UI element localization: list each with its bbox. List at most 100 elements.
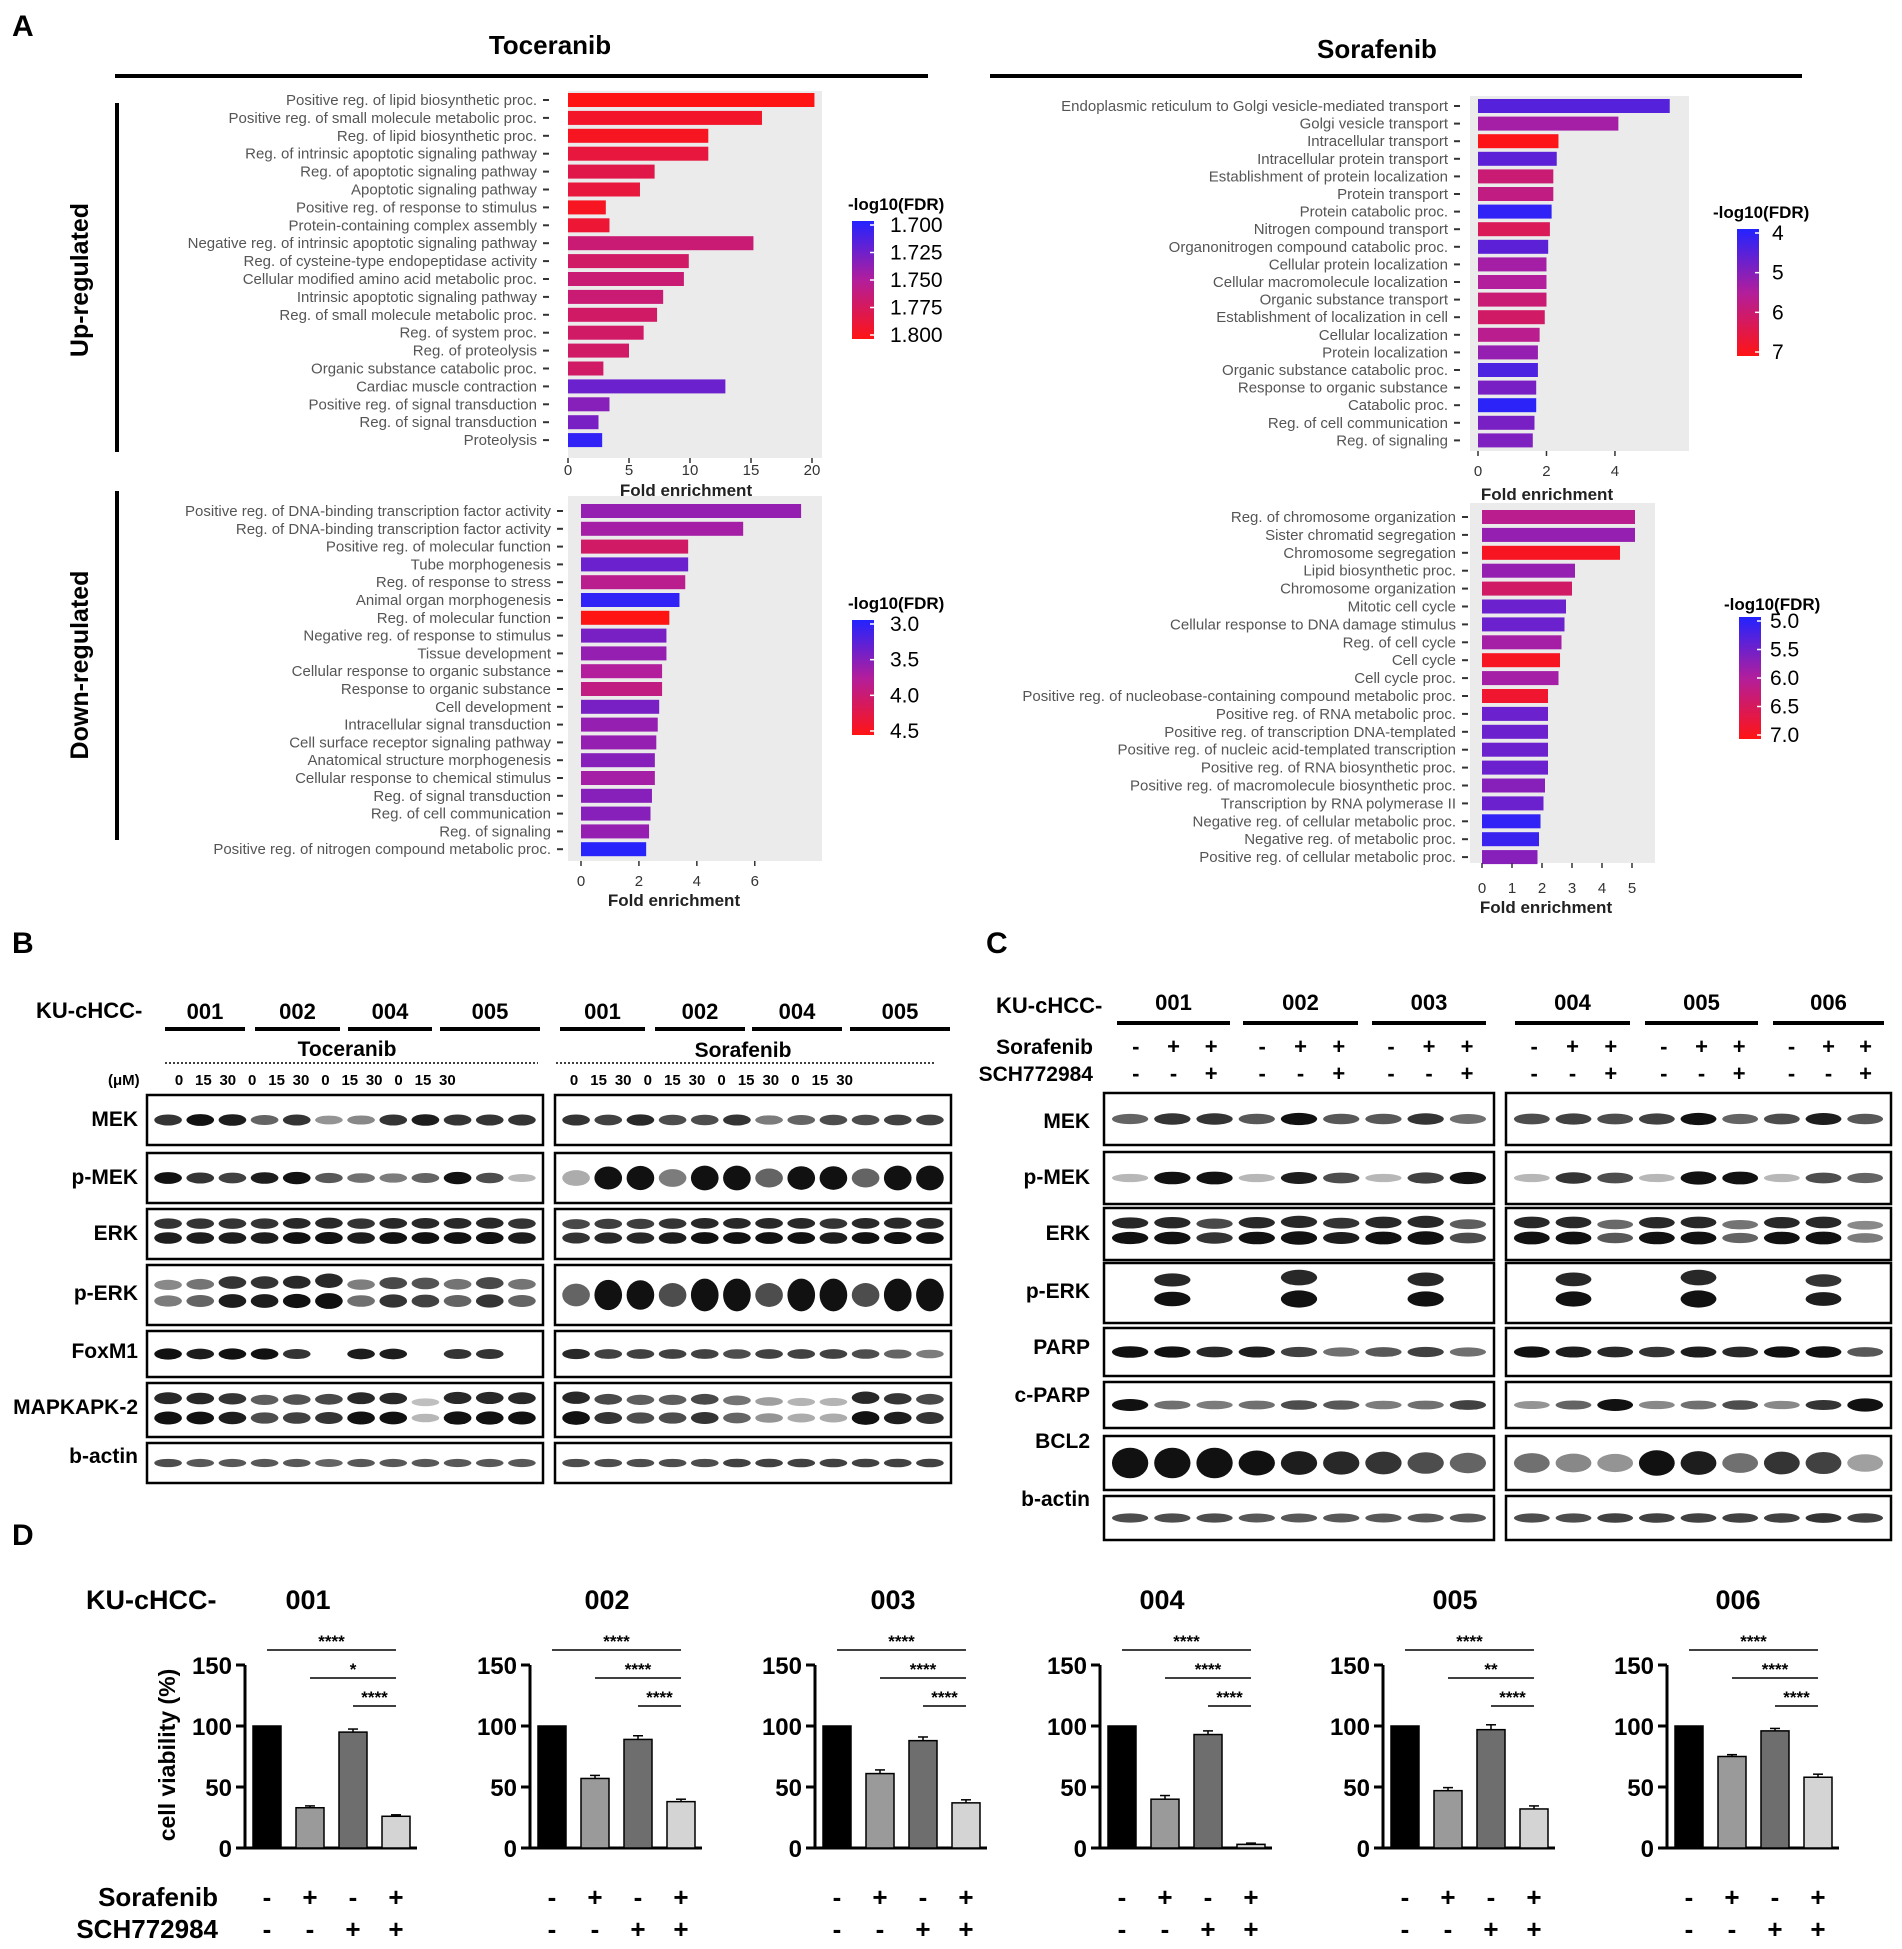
group-title: 003: [870, 1585, 915, 1615]
blot-band: [1680, 1231, 1717, 1245]
protein-label: p-MEK: [72, 1166, 139, 1189]
blot-band: [1597, 1113, 1634, 1125]
sch772984-sign: -: [548, 1914, 557, 1944]
blot-frame: [145, 1207, 545, 1261]
blot-band: [282, 1458, 311, 1468]
blot-band: [723, 1165, 751, 1191]
blot-band: [154, 1348, 182, 1360]
blot-band: [508, 1278, 536, 1290]
blot-band: [1365, 1451, 1402, 1475]
blot-band: [1555, 1216, 1592, 1229]
y-tick-label: 150: [1330, 1653, 1370, 1680]
x-tick-label: 2: [635, 873, 643, 890]
blot-band: [282, 1232, 311, 1244]
sch772984-sign: +: [345, 1914, 360, 1944]
blot-band: [755, 1413, 783, 1423]
blot-band: [594, 1114, 623, 1126]
sorafenib-sign: +: [1733, 1034, 1746, 1059]
blot-band: [883, 1165, 912, 1191]
blot-frame: [145, 1381, 545, 1439]
go-term-label: Cellular localization: [1319, 327, 1448, 344]
blot-band: [755, 1168, 783, 1188]
blot-band: [1805, 1112, 1842, 1126]
blot-band: [1407, 1400, 1444, 1410]
blot-band: [819, 1166, 848, 1190]
sch772984-sign: -: [1387, 1061, 1394, 1086]
blot-band: [1407, 1452, 1444, 1474]
go-term-label: Reg. of cysteine-type endopeptidase acti…: [243, 253, 537, 270]
blot-band: [1597, 1513, 1634, 1523]
conc-label: 15: [590, 1072, 607, 1089]
blot-band: [282, 1275, 311, 1289]
viability-bar: [381, 1815, 411, 1849]
blot-band: [315, 1217, 343, 1229]
go-bar: [568, 182, 640, 197]
blot-band: [690, 1114, 719, 1126]
group-title: 004: [1139, 1585, 1184, 1615]
blot-band: [1154, 1447, 1191, 1479]
blot-band: [1238, 1173, 1275, 1183]
go-term-label: Chromosome organization: [1280, 581, 1456, 598]
x-axis-title: Fold enrichment: [1480, 898, 1613, 917]
y-tick-label: 0: [1357, 1836, 1370, 1863]
blot-band: [315, 1231, 343, 1245]
blot-band: [1847, 1233, 1884, 1243]
blot-band: [1513, 1216, 1550, 1229]
x-tick-label: 1: [1508, 880, 1516, 897]
go-term-label: Cellular response to DNA damage stimulus: [1170, 616, 1456, 633]
significance-label: ****: [1216, 1688, 1243, 1707]
viability-bar: [338, 1731, 368, 1849]
legend-title: -log10(FDR): [848, 594, 944, 613]
blot-band: [1407, 1272, 1444, 1287]
panel-letter-a: A: [12, 10, 34, 43]
cell-line-label: 005: [1683, 990, 1720, 1015]
blot-band: [411, 1398, 440, 1407]
blot-band: [690, 1278, 719, 1312]
blot-band: [218, 1114, 247, 1126]
sch772984-sign: -: [1531, 1061, 1538, 1086]
blot-band: [1449, 1113, 1487, 1125]
x-tick-label: 0: [1478, 880, 1486, 897]
go-bar: [581, 735, 657, 750]
blot-band: [411, 1458, 440, 1468]
blot-band: [347, 1115, 375, 1125]
go-chart-toc-down: Positive reg. of DNA-binding transcripti…: [185, 496, 944, 910]
go-term-label: Reg. of signal transduction: [359, 414, 537, 431]
blot-band: [1555, 1172, 1592, 1184]
viability-bar-charts: KU-cHCC-cell viability (%)001050100150--…: [76, 1585, 1839, 1944]
legend-tick-label: 5.5: [1770, 639, 1799, 662]
blot-band: [851, 1391, 880, 1404]
blot-band: [250, 1115, 279, 1125]
viability-bar: [537, 1725, 567, 1849]
y-tick-label: 50: [490, 1775, 517, 1802]
blot-band: [883, 1114, 912, 1126]
group-title: 005: [1432, 1585, 1477, 1615]
blot-band: [562, 1411, 590, 1425]
y-tick-label: 50: [775, 1775, 802, 1802]
blot-band: [626, 1394, 655, 1405]
blot-frame: [145, 1329, 545, 1379]
blot-band: [819, 1114, 848, 1126]
blot-band: [379, 1348, 408, 1360]
blot-band: [916, 1349, 944, 1359]
go-term-label: Protein-containing complex assembly: [289, 217, 538, 234]
blot-band: [1680, 1112, 1717, 1126]
significance-label: **: [1484, 1660, 1498, 1679]
blot-band: [1847, 1220, 1884, 1230]
go-term-label: Proteolysis: [464, 432, 537, 449]
blot-band: [218, 1411, 247, 1425]
conc-label: 0: [248, 1072, 256, 1089]
sch772984-sign: -: [1660, 1061, 1667, 1086]
blot-band: [658, 1283, 687, 1307]
blot-band: [1763, 1231, 1800, 1245]
blot-band: [347, 1348, 375, 1360]
cell-line-label: 001: [584, 999, 621, 1024]
go-term-label: Reg. of molecular function: [377, 610, 551, 627]
blot-band: [1280, 1231, 1318, 1245]
blot-band: [1196, 1346, 1233, 1358]
sch772984-sign: -: [1698, 1061, 1705, 1086]
go-bar: [1482, 850, 1538, 865]
go-bar: [1478, 151, 1557, 166]
go-term-label: Positive reg. of nucleic acid-templated …: [1118, 742, 1457, 759]
sch772984-sign: +: [1733, 1061, 1746, 1086]
